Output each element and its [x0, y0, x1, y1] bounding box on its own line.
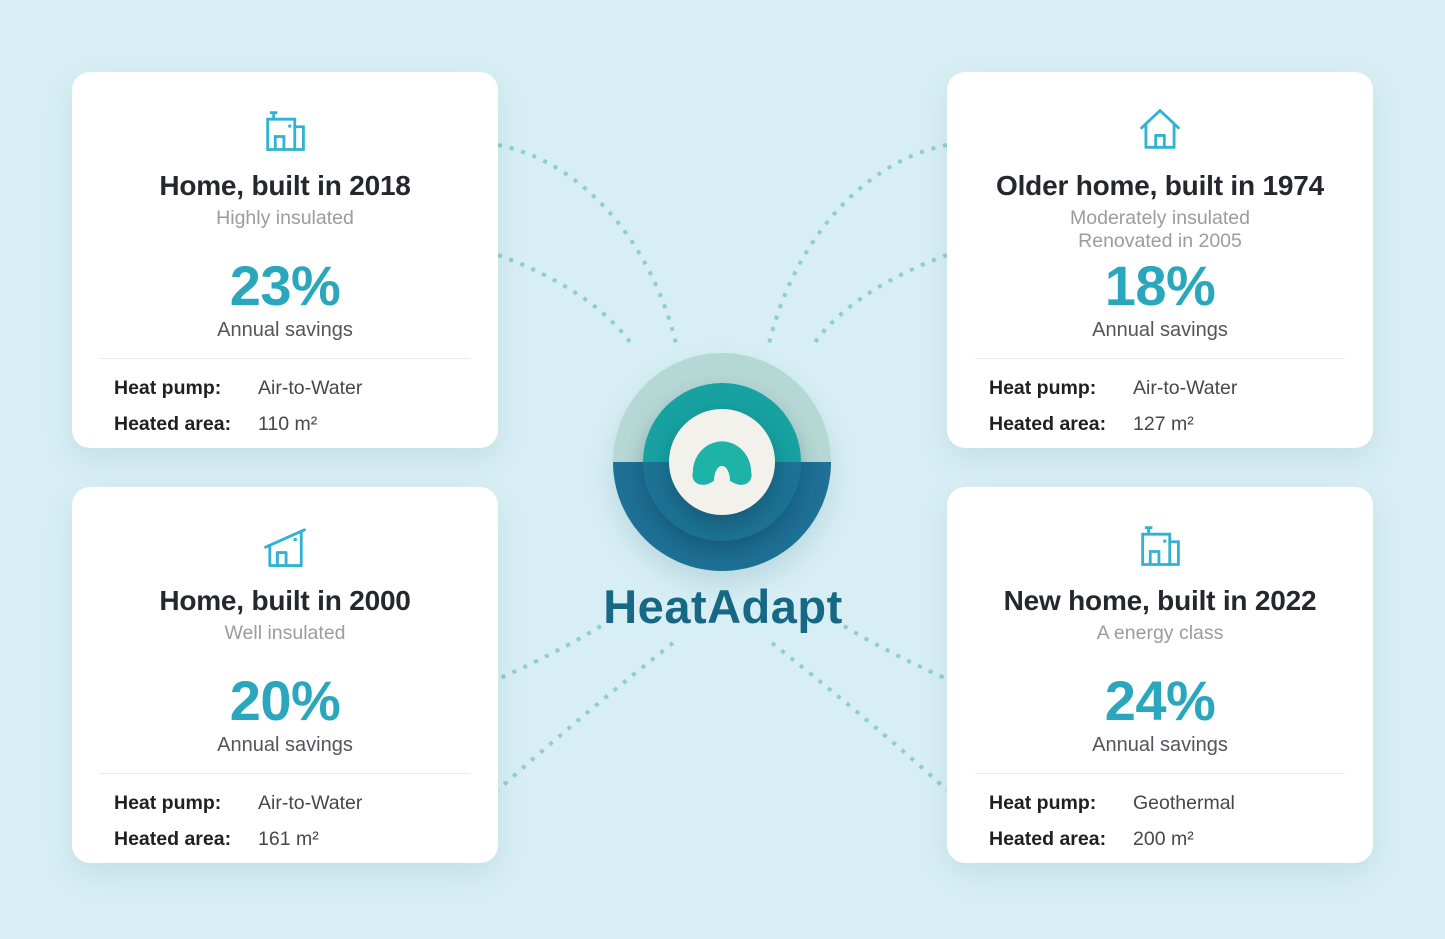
- card-home-2000: Home, built in 2000 Well insulated 20% A…: [72, 487, 498, 863]
- connector-top-right-lower: [809, 253, 948, 350]
- divider: [975, 773, 1345, 774]
- divider: [100, 773, 470, 774]
- card-title: Older home, built in 1974: [996, 170, 1324, 201]
- heat-pump-label: Heat pump:: [989, 377, 1097, 399]
- logo-arch-icon: [692, 441, 752, 485]
- heat-pump-row: Heat pump: Air-to-Water: [114, 376, 456, 400]
- heated-area-label: Heated area:: [989, 413, 1107, 435]
- spec-rows: Heat pump: Air-to-Water Heated area: 161…: [72, 774, 498, 851]
- connector-top-right-upper: [766, 143, 948, 349]
- heatadapt-logo: [613, 353, 831, 571]
- building-with-chimney-icon: [72, 104, 498, 156]
- divider: [100, 358, 470, 359]
- heated-area-label: Heated area:: [114, 413, 232, 435]
- heated-area-label: Heated area:: [989, 828, 1107, 850]
- connector-bottom-right-lower: [770, 641, 949, 792]
- card-subtitle: A energy class: [947, 622, 1373, 668]
- savings-percent: 23%: [229, 254, 341, 317]
- card-title: New home, built in 2022: [1003, 585, 1317, 616]
- savings-percent: 18%: [1104, 254, 1216, 317]
- skillion-roof-house-icon: [72, 519, 498, 571]
- connector-bottom-left-upper: [497, 624, 603, 681]
- card-subtitle: Moderately insulated Renovated in 2005: [947, 207, 1373, 253]
- card-home-2018: Home, built in 2018 Highly insulated 23%…: [72, 72, 498, 448]
- heated-area-label: Heated area:: [114, 828, 232, 850]
- card-subtitle-line: Highly insulated: [216, 207, 354, 229]
- card-older-home-1974: Older home, built in 1974 Moderately ins…: [947, 72, 1373, 448]
- card-new-home-2022: New home, built in 2022 A energy class 2…: [947, 487, 1373, 863]
- annual-savings-label: Annual savings: [217, 734, 353, 756]
- savings-percent: 20%: [229, 669, 341, 732]
- heated-area-row: Heated area: 127 m²: [989, 412, 1331, 436]
- spec-rows: Heat pump: Air-to-Water Heated area: 110…: [72, 359, 498, 436]
- card-title: Home, built in 2018: [159, 170, 411, 201]
- divider: [975, 358, 1345, 359]
- spec-rows: Heat pump: Geothermal Heated area: 200 m…: [947, 774, 1373, 851]
- heat-pump-value: Air-to-Water: [258, 792, 363, 814]
- heat-pump-row: Heat pump: Air-to-Water: [114, 791, 456, 815]
- heat-pump-label: Heat pump:: [114, 377, 222, 399]
- heat-pump-row: Heat pump: Air-to-Water: [989, 376, 1331, 400]
- heated-area-value: 110 m²: [258, 413, 318, 435]
- heat-pump-value: Air-to-Water: [1133, 377, 1238, 399]
- heat-pump-value: Geothermal: [1133, 792, 1235, 814]
- card-subtitle-line: Well insulated: [224, 622, 346, 644]
- heated-area-row: Heated area: 200 m²: [989, 827, 1331, 851]
- heated-area-value: 161 m²: [258, 828, 319, 850]
- building-with-chimney-icon: [947, 519, 1373, 571]
- heated-area-row: Heated area: 110 m²: [114, 412, 456, 436]
- card-title: Home, built in 2000: [159, 585, 411, 616]
- card-subtitle: Well insulated: [72, 622, 498, 668]
- heated-area-row: Heated area: 161 m²: [114, 827, 456, 851]
- savings-percent: 24%: [1104, 669, 1216, 732]
- house-icon: [947, 104, 1373, 156]
- card-subtitle-line: Moderately insulated: [1070, 207, 1250, 229]
- heat-pump-label: Heat pump:: [989, 792, 1097, 814]
- annual-savings-label: Annual savings: [1092, 734, 1228, 756]
- annual-savings-label: Annual savings: [1092, 319, 1228, 341]
- heated-area-value: 127 m²: [1133, 413, 1194, 435]
- heat-pump-label: Heat pump:: [114, 792, 222, 814]
- connector-top-left-lower: [497, 253, 636, 350]
- connector-bottom-left-lower: [496, 641, 675, 792]
- heat-pump-row: Heat pump: Geothermal: [989, 791, 1331, 815]
- connector-bottom-right-upper: [842, 624, 948, 681]
- card-subtitle: Highly insulated: [72, 207, 498, 253]
- annual-savings-label: Annual savings: [217, 319, 353, 341]
- card-subtitle-line: A energy class: [1096, 622, 1224, 644]
- heated-area-value: 200 m²: [1133, 828, 1194, 850]
- logo-inner-circle: [669, 409, 775, 515]
- heat-pump-value: Air-to-Water: [258, 377, 363, 399]
- connector-top-left-upper: [497, 143, 679, 349]
- brand-name: HeatAdapt: [603, 580, 843, 633]
- spec-rows: Heat pump: Air-to-Water Heated area: 127…: [947, 359, 1373, 436]
- card-subtitle-line: Renovated in 2005: [1078, 230, 1242, 252]
